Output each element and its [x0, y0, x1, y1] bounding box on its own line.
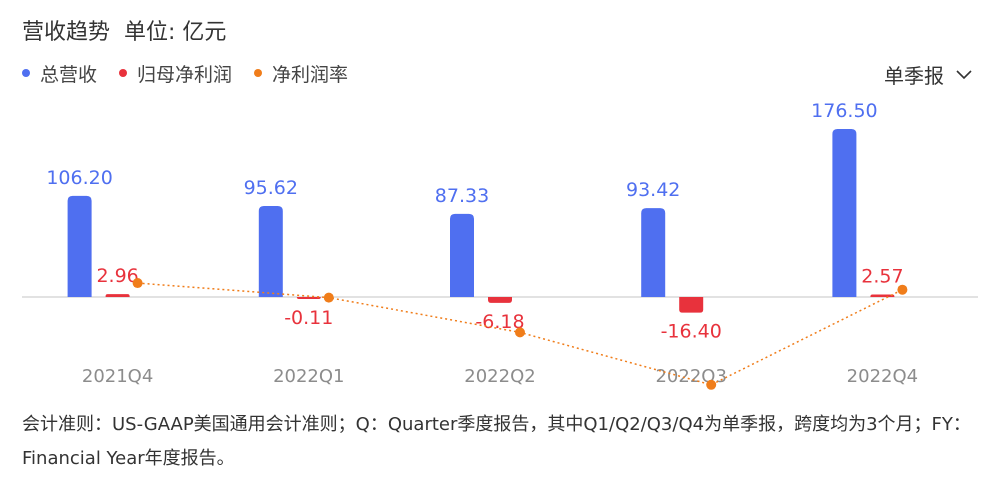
unit-text: 单位: 亿元: [124, 20, 227, 45]
label-revenue-2022Q1: 95.62: [244, 177, 298, 199]
label-revenue-2022Q2: 87.33: [435, 185, 489, 207]
bar-revenue-2022Q2: [450, 213, 474, 297]
label-net-profit-2022Q2: -6.18: [475, 311, 524, 333]
label-net-profit-2022Q1: -0.11: [284, 307, 333, 329]
bar-net-profit-2022Q3: [679, 297, 704, 313]
bar-net-profit-2022Q2: [488, 297, 512, 303]
point-net-margin-2022Q3: [706, 379, 717, 390]
point-net-margin-2022Q2: [515, 327, 525, 338]
legend-label-net-profit: 归母净利润: [137, 63, 233, 86]
tick-label-2022Q4: 2022Q4: [847, 366, 918, 387]
revenue-chart: 106.20 2.96 2021Q4 95.62 -0.11 2022Q1 87.33 -6.…: [22, 100, 978, 390]
footnote: 会计准则：US-GAAP美国通用会计准则；Q：Quarter季度报告，其中Q1/…: [22, 414, 971, 469]
label-net-profit-2022Q3: -16.40: [661, 321, 722, 343]
bar-net-profit-2022Q4: [870, 294, 895, 297]
chart-title: 营收趋势 单位: 亿元: [22, 14, 226, 46]
bar-net-profit-2021Q4: [105, 294, 130, 297]
label-revenue-2021Q4: 106.20: [46, 167, 112, 189]
bar-revenue-2022Q3: [641, 208, 666, 297]
tick-label-2022Q1: 2022Q1: [273, 366, 344, 387]
period-selector-label: 单季报: [884, 64, 944, 88]
legend: 总营收 归母净利润 净利润率: [22, 60, 370, 86]
label-revenue-2022Q3: 93.42: [626, 179, 680, 201]
legend-label-net-margin: 净利润率: [272, 63, 349, 86]
title-text: 营收趋势: [22, 20, 111, 45]
legend-dot-net-profit: [119, 69, 128, 77]
legend-dot-revenue: [22, 69, 30, 77]
point-net-margin-2021Q4: [132, 278, 143, 289]
legend-item-net-margin[interactable]: 净利润率: [254, 60, 348, 87]
bar-revenue-2022Q4: [832, 129, 857, 297]
point-net-margin-2022Q4: [897, 284, 908, 295]
legend-label-revenue: 总营收: [40, 63, 98, 86]
bar-revenue-2021Q4: [67, 195, 92, 297]
tick-label-2021Q4: 2021Q4: [82, 366, 153, 387]
legend-dot-net-margin: [254, 69, 263, 77]
legend-item-net-profit[interactable]: 归母净利润: [119, 60, 232, 87]
point-net-margin-2022Q1: [323, 292, 334, 303]
chevron-down-icon: [956, 69, 972, 79]
label-net-profit-2022Q4: 2.57: [861, 266, 903, 288]
legend-item-revenue[interactable]: 总营收: [22, 60, 97, 87]
bar-revenue-2022Q1: [258, 205, 283, 297]
label-net-profit-2021Q4: 2.96: [96, 265, 138, 287]
tick-label-2022Q3: 2022Q3: [655, 366, 726, 387]
label-revenue-2022Q4: 176.50: [811, 100, 877, 122]
bar-net-profit-2022Q1: [296, 297, 321, 299]
period-selector[interactable]: 单季报: [884, 60, 972, 89]
tick-label-2022Q2: 2022Q2: [464, 366, 535, 387]
